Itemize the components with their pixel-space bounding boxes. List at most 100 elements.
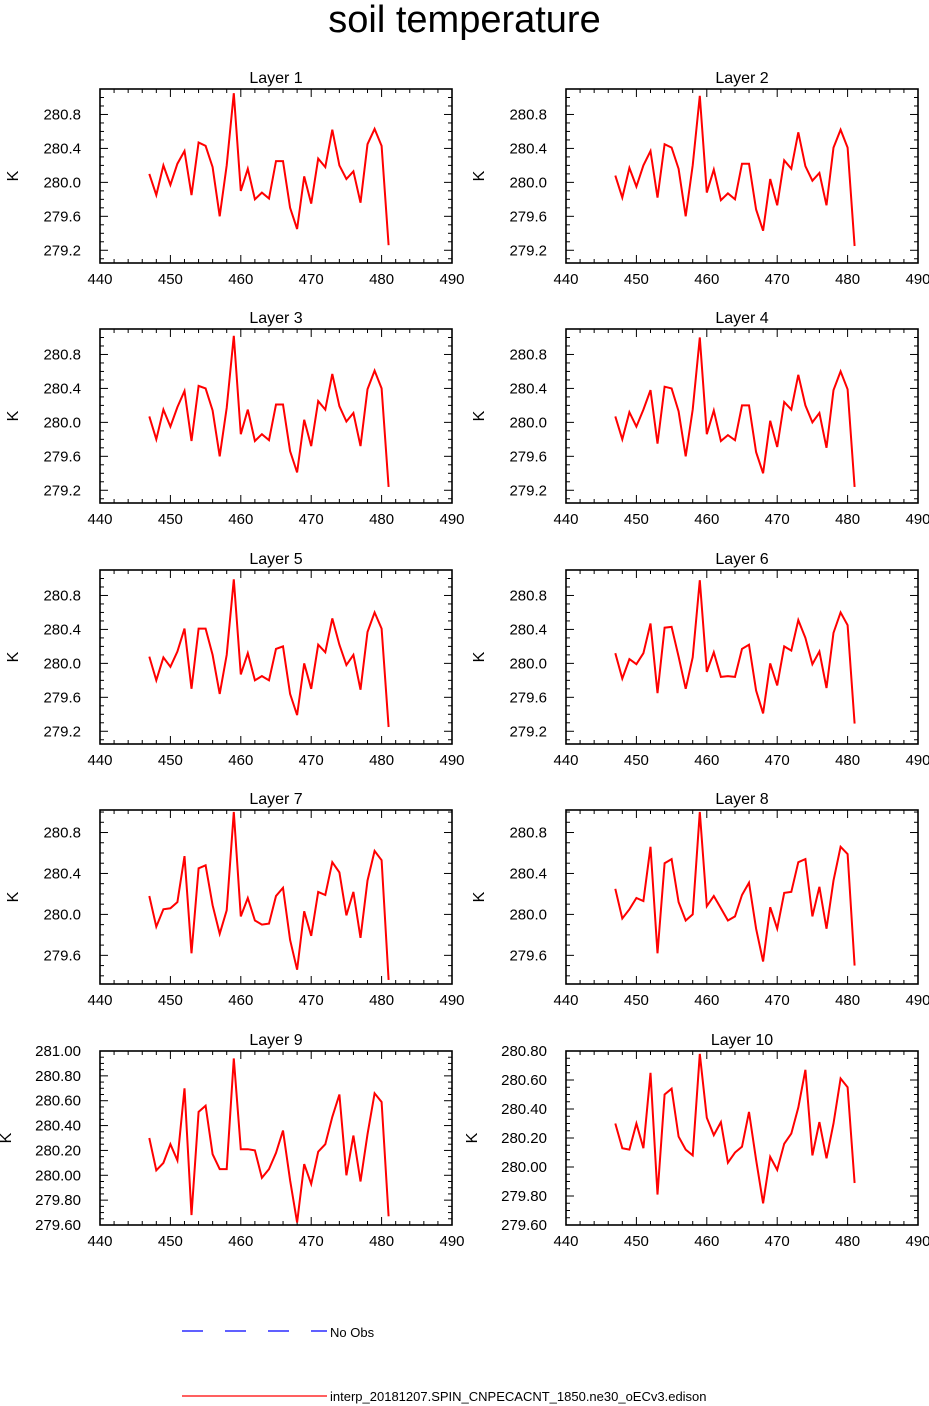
- y-tick-label: 279.80: [501, 1188, 547, 1205]
- y-axis-label: K: [471, 891, 488, 902]
- y-tick-label: 280.0: [509, 906, 547, 923]
- y-tick-label: 279.60: [35, 1217, 81, 1234]
- x-tick-label: 490: [905, 271, 929, 288]
- y-tick-label: 280.8: [509, 106, 547, 123]
- y-tick-label: 280.8: [43, 346, 81, 363]
- series-line: [614, 337, 856, 487]
- x-tick-label: 490: [905, 752, 929, 769]
- x-tick-label: 480: [369, 992, 394, 1009]
- x-tick-label: 460: [694, 271, 719, 288]
- x-tick-label: 490: [905, 511, 929, 528]
- y-tick-label: 280.8: [43, 106, 81, 123]
- x-tick-label: 490: [439, 752, 464, 769]
- y-tick-label: 280.8: [43, 587, 81, 604]
- x-tick-label: 470: [299, 752, 324, 769]
- series-line: [148, 93, 390, 246]
- series-line: [148, 811, 390, 980]
- y-axis-label: K: [5, 651, 22, 662]
- x-tick-label: 450: [624, 1233, 649, 1250]
- panel-6: Layer 6 440 450 460 470 480 490 280.8 280.4 280.0…: [471, 551, 929, 769]
- series-line: [614, 1053, 856, 1204]
- x-tick-label: 460: [694, 752, 719, 769]
- y-tick-label: 280.80: [35, 1068, 81, 1085]
- plot-frame: [99, 88, 453, 264]
- y-tick-label: 280.60: [35, 1093, 81, 1110]
- x-tick-label: 470: [299, 992, 324, 1009]
- panel-title: Layer 7: [249, 791, 302, 808]
- x-tick-label: 470: [765, 271, 790, 288]
- panel-title: Layer 5: [249, 551, 302, 568]
- x-tick-label: 450: [158, 271, 183, 288]
- panel-8: Layer 8 440 450 460 470 480 490 280.8 280.4 280.0…: [471, 791, 929, 1009]
- y-tick-label: 280.0: [509, 174, 547, 191]
- x-tick-label: 480: [369, 511, 394, 528]
- series-line: [614, 811, 856, 966]
- y-axis-label: K: [5, 410, 22, 421]
- y-tick-label: 280.0: [509, 655, 547, 672]
- y-axis-label: K: [471, 410, 488, 421]
- x-tick-label: 460: [694, 511, 719, 528]
- panel-title: Layer 2: [715, 70, 768, 87]
- x-tick-label: 450: [624, 511, 649, 528]
- legend-label-no-obs: No Obs: [330, 1325, 375, 1340]
- y-tick-label: 279.6: [43, 947, 81, 964]
- panel-4: Layer 4 440 450 460 470 480 490 280.8 280.4 280.0…: [471, 310, 929, 528]
- panel-2: Layer 2 440 450 460 470 480 490 280.8 280.4 280.0…: [471, 70, 929, 288]
- x-tick-label: 470: [299, 511, 324, 528]
- y-tick-label: 280.00: [35, 1167, 81, 1184]
- x-tick-label: 480: [369, 752, 394, 769]
- x-tick-label: 440: [553, 1233, 578, 1250]
- legend-label-model: interp_20181207.SPIN_CNPECACNT_1850.ne30…: [330, 1389, 707, 1404]
- x-tick-label: 490: [439, 1233, 464, 1250]
- x-tick-label: 460: [694, 1233, 719, 1250]
- y-tick-label: 279.2: [43, 723, 81, 740]
- x-tick-label: 490: [439, 511, 464, 528]
- y-tick-label: 280.0: [43, 414, 81, 431]
- legend: No Obs interp_20181207.SPIN_CNPECACNT_185…: [182, 1325, 707, 1404]
- x-tick-label: 480: [369, 1233, 394, 1250]
- series-line: [148, 579, 390, 728]
- y-tick-label: 280.0: [509, 414, 547, 431]
- series-line: [614, 95, 856, 247]
- y-tick-label: 279.6: [509, 689, 547, 706]
- y-tick-label: 279.2: [43, 482, 81, 499]
- x-tick-label: 480: [369, 271, 394, 288]
- y-tick-label: 280.20: [35, 1142, 81, 1159]
- x-tick-label: 440: [553, 511, 578, 528]
- series-line: [148, 1058, 390, 1223]
- x-tick-label: 440: [553, 992, 578, 1009]
- panel-10: Layer 10 440 450 460 470 480 490 280.80 280.60 28…: [464, 1032, 929, 1250]
- x-tick-label: 450: [158, 992, 183, 1009]
- y-tick-label: 280.60: [501, 1072, 547, 1089]
- y-tick-label: 279.6: [43, 208, 81, 225]
- y-tick-label: 281.00: [35, 1043, 81, 1060]
- y-tick-label: 280.4: [43, 621, 81, 638]
- panel-1: Layer 1 440 450 460 470 480 490 280.8 280.4 280.0…: [5, 70, 465, 288]
- x-tick-label: 480: [835, 992, 860, 1009]
- x-tick-label: 460: [228, 271, 253, 288]
- y-tick-label: 280.4: [509, 621, 547, 638]
- x-tick-label: 440: [553, 271, 578, 288]
- x-tick-label: 450: [158, 511, 183, 528]
- x-tick-label: 450: [158, 1233, 183, 1250]
- figure-title: soil temperature: [328, 0, 601, 41]
- x-tick-label: 440: [87, 1233, 112, 1250]
- x-tick-label: 470: [765, 511, 790, 528]
- x-tick-label: 490: [905, 1233, 929, 1250]
- x-tick-label: 450: [624, 752, 649, 769]
- x-tick-label: 470: [299, 271, 324, 288]
- x-tick-label: 470: [765, 1233, 790, 1250]
- x-tick-label: 490: [439, 271, 464, 288]
- x-tick-label: 480: [835, 271, 860, 288]
- x-tick-label: 460: [228, 511, 253, 528]
- y-axis-label: K: [0, 1132, 15, 1143]
- y-tick-label: 279.2: [509, 242, 547, 259]
- panel-title: Layer 8: [715, 791, 768, 808]
- x-tick-label: 450: [158, 752, 183, 769]
- y-tick-label: 279.60: [501, 1217, 547, 1234]
- y-tick-label: 279.2: [509, 482, 547, 499]
- plot-frame: [565, 328, 919, 504]
- x-tick-label: 480: [835, 511, 860, 528]
- x-tick-label: 460: [694, 992, 719, 1009]
- x-tick-label: 480: [835, 1233, 860, 1250]
